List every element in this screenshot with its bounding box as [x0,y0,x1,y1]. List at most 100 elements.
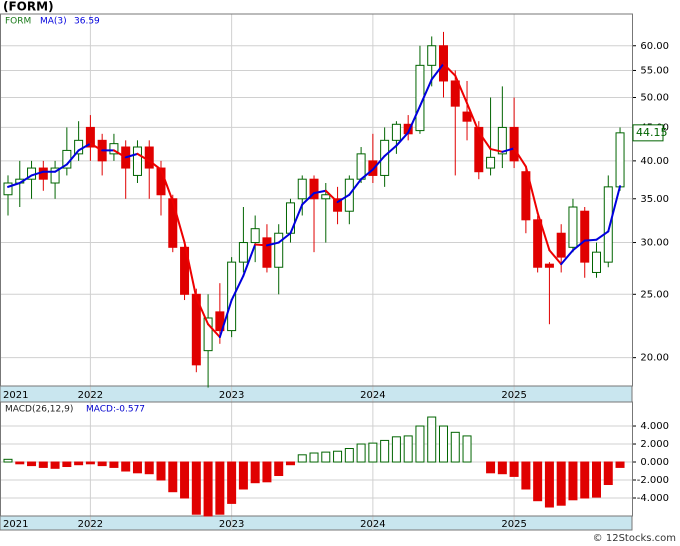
macd-bar [262,461,272,483]
macd-bar [391,436,401,463]
macd-bar [132,461,142,474]
macd-bar [403,435,413,463]
candle-body [380,139,390,176]
x-tick-label: 2025 [501,519,526,530]
ma-line [195,296,210,326]
candle-body [474,126,484,173]
candle-body [203,317,213,352]
macd-bar [191,461,201,515]
macd-bar [568,461,578,501]
candle-body [615,132,625,188]
y-tick-label: 50.00 [640,93,669,104]
ma-line [536,211,551,252]
macd-value: MACD:-0.577 [86,405,145,415]
ma-line [242,243,257,277]
ma-line [65,149,80,166]
candle-body [238,242,248,263]
macd-bar [592,461,601,498]
ma-line [7,182,21,188]
macd-bar [215,461,225,515]
macd-bar [227,461,237,504]
macd-bar [38,461,48,468]
ma-line [595,230,610,241]
candle-body [250,228,260,244]
y-tick-label: -2.000 [637,475,669,486]
ma-line [607,185,622,233]
ma-line [265,241,280,247]
x-tick-label: 2023 [219,519,244,530]
candle-body [391,123,401,141]
candle-body [132,146,142,176]
ma-line [218,299,233,339]
macd-bar [333,450,343,463]
candle-body [262,237,272,268]
candle-body [533,219,543,268]
ma-line [407,105,421,134]
candle-body [556,232,566,258]
candle-body [109,143,119,155]
macd-bar [285,461,295,466]
macd-bar [144,461,154,475]
ma-line [383,144,398,157]
y-tick-label: 4.000 [640,421,669,432]
candle-body [168,198,178,248]
macd-bar [121,461,131,472]
legend-symbol: FORM [5,17,31,27]
macd-bar [180,461,190,499]
legend-ma: MA(3) [40,17,67,27]
y-tick-label: 40.00 [640,156,669,167]
ma-line [289,203,304,235]
candle-body [297,178,307,200]
candle-body [568,206,578,248]
macd-bar [156,461,166,481]
macd-bar [74,461,84,466]
ma-line [136,152,151,162]
y-tick-label: 2.000 [640,439,669,450]
candle-body [580,210,590,263]
candle-body [486,156,496,169]
y-tick-label: 35.00 [640,194,669,205]
macd-bar [497,461,507,475]
macd-bar [556,461,566,506]
macd-bar [109,461,119,468]
macd-bar [427,416,437,463]
macd-bar [3,458,13,463]
ma-line [442,62,457,77]
candle-body [227,261,237,332]
ma-line [324,189,339,204]
candle-body [450,80,460,107]
ma-line [124,152,139,159]
panel-frame [0,401,633,517]
macd-bar [297,454,307,463]
ma-line [524,165,539,214]
candle-body [3,182,13,196]
macd-title: MACD(26,12,9) [5,405,73,415]
ma-line [360,168,374,181]
ma-line [336,193,351,204]
macd-bar [603,461,613,486]
macd-bar [368,442,378,463]
y-tick-label: 30.00 [640,238,669,249]
macd-bar [438,425,448,463]
ma-line [112,149,127,159]
macd-bar [203,461,213,517]
ma-line [583,238,598,242]
ma-line [18,174,33,185]
candle-body [309,178,319,200]
x-tick-label: 2022 [78,390,103,401]
macd-bar [62,461,72,468]
macd-bar [380,439,390,463]
ma-line [148,159,163,171]
last-price-box [632,124,664,142]
ma-line [54,163,68,173]
ma-line [430,62,445,81]
ma-line [313,189,327,195]
ma-line [254,243,268,247]
ma-line [183,241,198,299]
y-tick-label: 25.00 [640,289,669,300]
macd-bar [533,461,543,502]
candle-body [497,126,507,155]
candle-body [544,263,554,268]
candle-body [333,198,343,212]
